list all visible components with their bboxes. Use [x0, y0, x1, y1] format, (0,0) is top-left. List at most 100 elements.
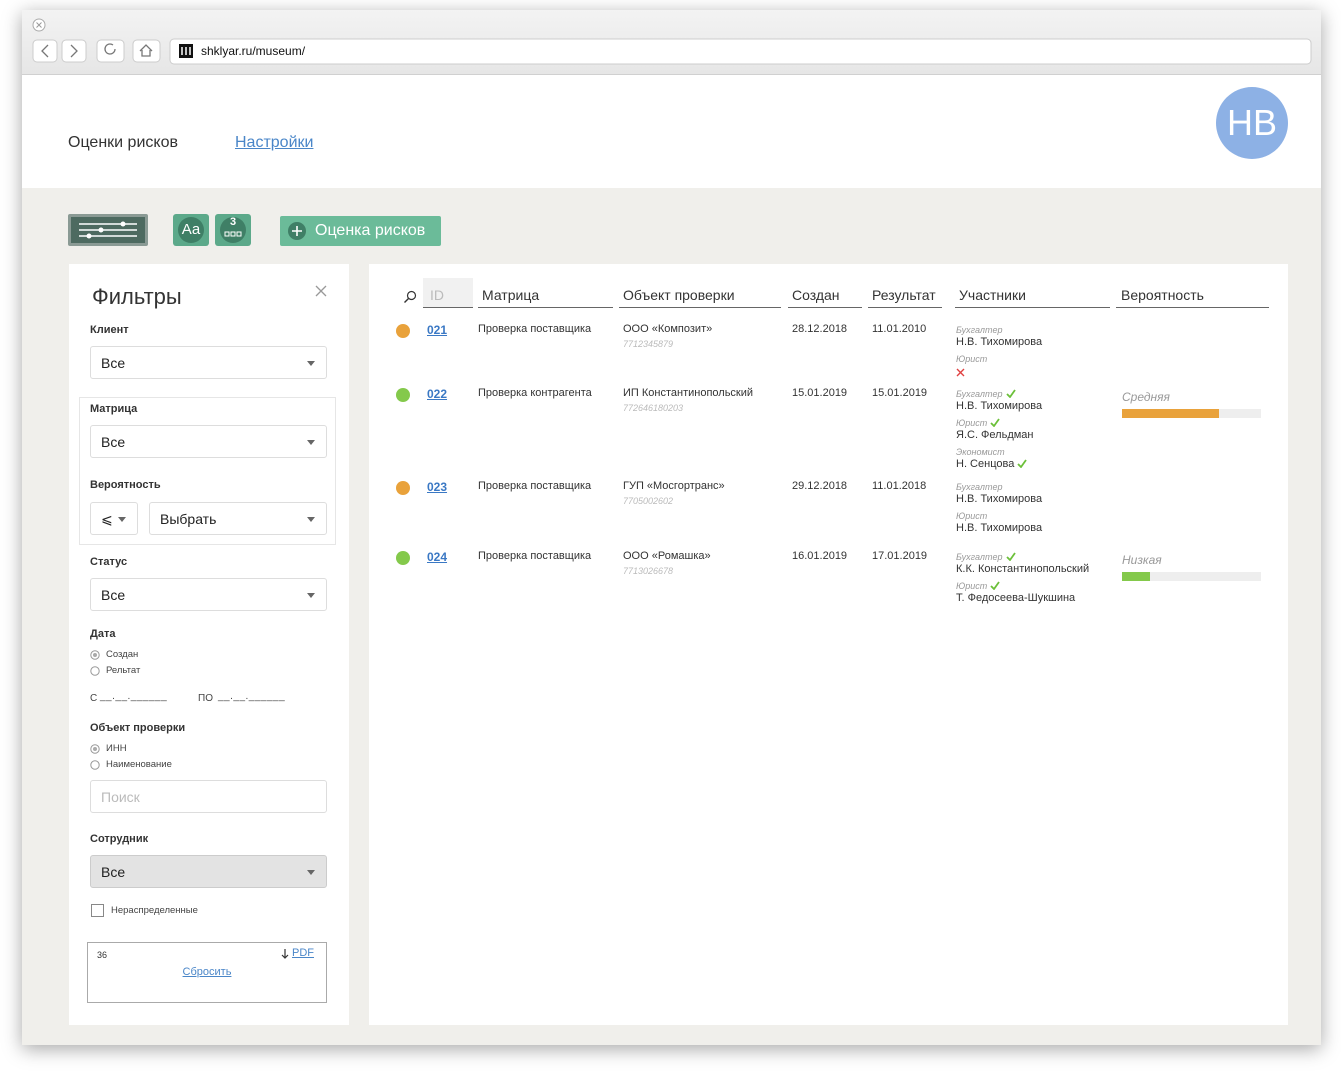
- radio[interactable]: [90, 760, 100, 770]
- search-placeholder: Поиск: [101, 789, 140, 805]
- row-matrix: Проверка поставщика: [478, 323, 592, 336]
- row-result: 11.01.2018: [872, 480, 927, 493]
- filter-label: Объект проверки: [90, 722, 186, 735]
- select-value: Все: [101, 587, 126, 603]
- column-underline: [955, 307, 1110, 308]
- row-result: 17.01.2019: [872, 550, 928, 563]
- row-result: 15.01.2019: [872, 387, 928, 400]
- select[interactable]: ⩽: [90, 502, 138, 535]
- participant-role: Экономист: [956, 446, 1005, 457]
- select-value: Все: [101, 355, 126, 371]
- filter-label: Вероятность: [90, 479, 161, 492]
- participant-role: Бухгалтер: [956, 481, 1003, 492]
- search-input[interactable]: Поиск: [90, 780, 327, 813]
- select[interactable]: Все: [90, 425, 327, 458]
- settings-button[interactable]: [68, 214, 148, 246]
- id-header-bg: [423, 278, 473, 308]
- url: shklyar.ru/museum/: [201, 43, 306, 58]
- row-id[interactable]: 022: [427, 386, 448, 401]
- checkbox[interactable]: [91, 904, 104, 917]
- close-filters[interactable]: [314, 284, 328, 298]
- probability-fill: [1122, 409, 1220, 418]
- nav-item[interactable]: Оценки рисков: [68, 133, 178, 151]
- date-to-label: ПО: [198, 693, 213, 704]
- filters-footer: 36 PDF Сбросить: [87, 942, 327, 1003]
- select[interactable]: Все: [90, 855, 327, 888]
- participant-name: Н.В. Тихомирова: [956, 522, 1043, 535]
- participant-name: Н. Сенцова: [956, 457, 1028, 472]
- select-value: Все: [101, 434, 126, 450]
- row-id[interactable]: 021: [427, 322, 448, 337]
- radio-label[interactable]: Создан: [106, 649, 139, 661]
- reset-link[interactable]: Сбросить: [182, 966, 232, 978]
- nav-link[interactable]: Настройки: [235, 133, 314, 151]
- participant-role: Бухгалтер: [956, 388, 1016, 401]
- checkbox-label[interactable]: Нераспределенные: [111, 905, 198, 917]
- column-header[interactable]: Участники: [959, 287, 1026, 304]
- column-header[interactable]: Создан: [792, 287, 840, 304]
- radio[interactable]: [90, 744, 100, 754]
- select[interactable]: Выбрать: [149, 502, 327, 535]
- participant-name: К.К. Константинопольский: [956, 563, 1090, 576]
- row-created: 28.12.2018: [792, 323, 848, 336]
- columns-button[interactable]: 3: [215, 214, 251, 246]
- columns-glyph: [220, 217, 246, 248]
- status-dot: [396, 481, 410, 495]
- table-panel: [369, 264, 1288, 1025]
- rejected-mark: [956, 368, 965, 377]
- radio[interactable]: [90, 666, 100, 676]
- row-id[interactable]: 024: [427, 549, 448, 564]
- columns-count: 3: [229, 216, 237, 228]
- date-from-label: С: [90, 693, 98, 704]
- row-object: ООО «Ромашка»: [623, 550, 711, 563]
- radio[interactable]: [90, 650, 100, 660]
- row-created: 15.01.2019: [792, 387, 848, 400]
- column-header[interactable]: Вероятность: [1121, 287, 1204, 304]
- header: [22, 75, 1321, 188]
- radio-label[interactable]: Наименование: [106, 759, 172, 771]
- radio-label[interactable]: ИНН: [106, 743, 127, 755]
- search-icon[interactable]: [403, 290, 417, 304]
- column-header[interactable]: Объект проверки: [623, 287, 735, 304]
- status-dot: [396, 324, 410, 338]
- filters-panel: [69, 264, 349, 1025]
- participant-role: Бухгалтер: [956, 324, 1003, 335]
- add-assessment-button[interactable]: Оценка рисков: [280, 216, 441, 246]
- select-value: ⩽: [101, 511, 113, 527]
- participant-name: Я.С. Фельдман: [956, 429, 1034, 442]
- participant-role: Юрист: [956, 580, 1000, 593]
- avatar[interactable]: НВ: [1216, 87, 1288, 159]
- select-value: Все: [101, 864, 126, 880]
- filter-label: Статус: [90, 556, 128, 569]
- participant-name: Т. Федосеева-Шукшина: [956, 592, 1076, 605]
- participant-role: Бухгалтер: [956, 551, 1016, 564]
- column-underline: [478, 307, 613, 308]
- participant-role: Юрист: [956, 353, 988, 364]
- filter-label: Матрица: [90, 403, 138, 416]
- filter-label: Клиент: [90, 324, 129, 337]
- column-underline: [423, 307, 473, 308]
- row-inn: 7713026678: [623, 565, 674, 576]
- approved-mark: [1003, 389, 1016, 399]
- row-inn: 7712345879: [623, 338, 674, 349]
- row-id[interactable]: 023: [427, 479, 448, 494]
- probability-fill: [1122, 572, 1150, 581]
- radio-label[interactable]: Рельтат: [106, 665, 141, 677]
- pdf-link[interactable]: PDF: [292, 947, 314, 959]
- select[interactable]: Все: [90, 578, 327, 611]
- select[interactable]: Все: [90, 346, 327, 379]
- probability-label: Средняя: [1122, 389, 1170, 404]
- probability-label: Низкая: [1122, 552, 1162, 567]
- participant-name: Н.В. Тихомирова: [956, 336, 1043, 349]
- filter-label: Дата: [90, 628, 116, 641]
- date-to-input[interactable]: __.__.______: [218, 691, 286, 702]
- column-underline: [788, 307, 862, 308]
- column-header[interactable]: Результат: [872, 287, 936, 304]
- date-from-input[interactable]: __.__.______: [100, 691, 168, 702]
- approved-mark: [1003, 552, 1016, 562]
- column-header[interactable]: Матрица: [482, 287, 540, 304]
- font-button[interactable]: Аа: [173, 214, 209, 246]
- column-header[interactable]: ID: [430, 287, 444, 304]
